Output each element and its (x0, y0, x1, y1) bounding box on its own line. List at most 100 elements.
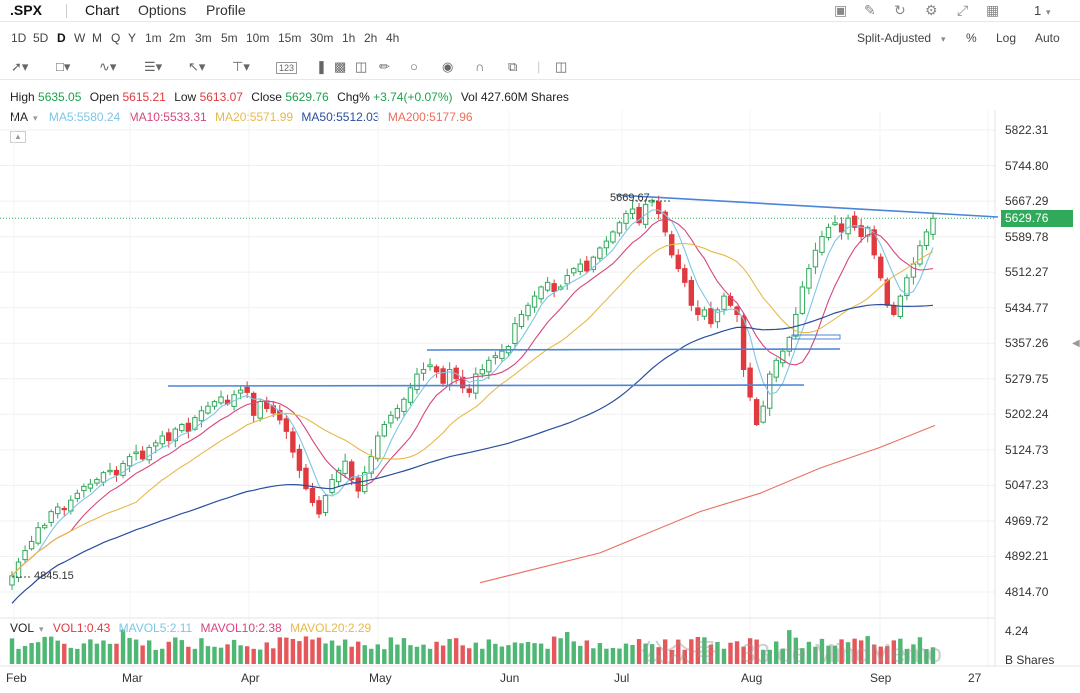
candle-body (577, 263, 583, 272)
candle-body (682, 268, 688, 283)
trendlines[interactable] (12, 194, 999, 578)
measure-tool-icon[interactable]: ❚ (316, 59, 327, 74)
layout-count[interactable]: 1 (1034, 3, 1042, 18)
interval-5m[interactable]: 5m (221, 31, 238, 45)
volume-bar (284, 637, 289, 664)
volume-bar (16, 648, 21, 664)
settings-icon[interactable]: ⚙ (925, 2, 938, 18)
y-tick-label: 5047.23 (1005, 478, 1049, 493)
fib-tool-icon[interactable]: ☰▾ (144, 59, 163, 74)
y-tick-label: 5279.75 (1005, 371, 1049, 386)
interval-10m[interactable]: 10m (246, 31, 270, 45)
volume-axis-max: 4.24 (1005, 624, 1029, 638)
tab-chart[interactable]: Chart (85, 2, 120, 18)
rectangle-tool-icon[interactable]: □▾ (56, 59, 71, 74)
magnet-icon[interactable]: ∩ (475, 59, 485, 74)
candle-body (159, 435, 165, 445)
interval-15m[interactable]: 15m (278, 31, 302, 45)
volume-bar (427, 648, 433, 664)
candle-body (427, 364, 433, 368)
interval-d[interactable]: D (57, 31, 66, 45)
candle-body (708, 308, 714, 325)
tab-options[interactable]: Options (138, 2, 187, 18)
volume-bar (107, 643, 113, 664)
volume-bar (486, 639, 492, 664)
interval-30m[interactable]: 30m (310, 31, 334, 45)
interval-1h[interactable]: 1h (342, 31, 356, 45)
interval-2m[interactable]: 2m (169, 31, 186, 45)
volume-bar (297, 641, 302, 664)
vol-indicator-label[interactable]: VOL (10, 621, 35, 635)
ma200-line (479, 424, 936, 584)
volume-bar (81, 643, 87, 664)
candle-body (342, 460, 348, 474)
chevron-down-icon[interactable]: ▾ (1046, 7, 1051, 17)
volume-bar (702, 637, 707, 664)
layout-icon[interactable]: ▦ (986, 2, 1000, 18)
auto-toggle[interactable]: Auto (1035, 31, 1060, 45)
arrow-tool-icon[interactable]: ↖▾ (188, 59, 206, 74)
trendline-tool-icon[interactable]: ➚▾ (11, 59, 29, 74)
interval-3m[interactable]: 3m (195, 31, 212, 45)
chevron-down-icon[interactable]: ▾ (39, 624, 44, 634)
draw-icon[interactable]: ✎ (864, 2, 876, 18)
split-adjusted-select[interactable]: Split-Adjusted (857, 31, 932, 45)
interval-4h[interactable]: 4h (386, 31, 400, 45)
volume-bar (48, 636, 54, 664)
tab-profile[interactable]: Profile (206, 2, 246, 18)
volume-bar (440, 645, 446, 664)
interval-y[interactable]: Y (128, 31, 137, 45)
number-tool-icon[interactable]: 123 (276, 62, 298, 74)
volume-bar (506, 645, 511, 664)
refresh-icon[interactable]: ↻ (894, 2, 906, 18)
interval-1d[interactable]: 1D (11, 31, 27, 45)
percent-toggle[interactable]: % (966, 31, 977, 45)
eye-icon[interactable]: ◉ (442, 59, 454, 74)
lock-icon[interactable]: ○ (410, 59, 418, 74)
volume-bar (316, 637, 322, 664)
volume-bar (434, 641, 439, 664)
interval-q[interactable]: Q (111, 31, 121, 45)
chevron-down-icon[interactable]: ▾ (33, 113, 38, 123)
candle-body (394, 407, 401, 419)
ticker-symbol[interactable]: .SPX (10, 2, 42, 18)
pattern-tool-icon[interactable]: ∿▾ (99, 59, 117, 74)
expand-panel-icon[interactable]: ◀ (1072, 338, 1080, 349)
fullscreen-icon[interactable]: ⤢ (957, 2, 969, 18)
volume-bar (160, 648, 165, 664)
candle-body (923, 231, 930, 246)
ruler-tool-icon[interactable]: ▩ (334, 59, 347, 74)
pencil-icon[interactable]: ✏ (379, 59, 390, 74)
volume-legend[interactable]: VOL ▾ VOL1:0.43 MAVOL5:2.11 MAVOL10:2.38 … (10, 621, 376, 635)
interval-5d[interactable]: 5D (33, 31, 49, 45)
chg-value: +3.74(+0.07%) (373, 90, 453, 104)
candle-body (290, 431, 296, 453)
candle-body (486, 359, 492, 373)
trash-icon[interactable]: ◫ (555, 59, 568, 74)
interval-w[interactable]: W (74, 31, 86, 45)
divider (66, 4, 67, 18)
candle-body (786, 336, 792, 352)
collapse-legend-button[interactable]: ▲ (10, 131, 26, 143)
interval-m[interactable]: M (92, 31, 102, 45)
zoom-tool-icon[interactable]: ◫ (355, 59, 368, 74)
low-annotation: 4845.15 (34, 570, 74, 582)
candle-body (864, 226, 871, 237)
interval-2h[interactable]: 2h (364, 31, 378, 45)
volume-bar (565, 632, 570, 664)
candle-body (492, 355, 499, 359)
chart-type-icon[interactable]: ▣ (834, 2, 848, 18)
log-toggle[interactable]: Log (996, 31, 1017, 45)
text-tool-icon[interactable]: ⊤▾ (232, 59, 250, 74)
volume-bar (336, 645, 341, 664)
candle-body (335, 469, 342, 483)
candle-body (466, 388, 472, 393)
chevron-down-icon[interactable]: ▾ (941, 34, 946, 44)
interval-1m[interactable]: 1m (145, 31, 162, 45)
candle-body (22, 550, 28, 561)
clone-icon[interactable]: ⧉ (508, 59, 518, 74)
ma-legend[interactable]: MA ▾ MA5:5580.24 MA10:5533.31 MA20:5571.9… (10, 110, 478, 124)
volume-bar (323, 643, 328, 664)
volume-bar (264, 642, 269, 664)
